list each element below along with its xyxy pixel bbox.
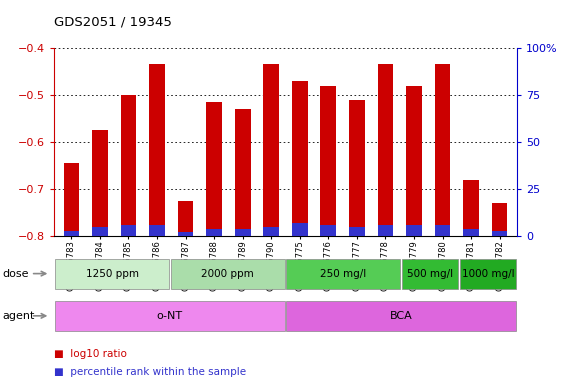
Text: ■  percentile rank within the sample: ■ percentile rank within the sample	[54, 367, 246, 377]
Bar	[235, 109, 251, 236]
Bar	[349, 100, 365, 236]
Text: o-NT: o-NT	[157, 311, 183, 321]
Bar	[178, 201, 194, 236]
Text: 2000 ppm: 2000 ppm	[202, 268, 254, 279]
Text: BCA: BCA	[390, 311, 412, 321]
Bar	[171, 258, 284, 289]
Bar	[406, 86, 422, 236]
Bar	[63, 230, 79, 236]
Bar	[492, 230, 508, 236]
Text: 500 mg/l: 500 mg/l	[407, 268, 453, 279]
Bar	[178, 232, 194, 236]
Text: agent: agent	[3, 311, 35, 321]
Bar	[320, 225, 336, 236]
Bar	[206, 228, 222, 236]
Bar	[406, 225, 422, 236]
Text: 1250 ppm: 1250 ppm	[86, 268, 139, 279]
Bar	[55, 301, 284, 331]
Bar	[377, 225, 393, 236]
Bar	[149, 65, 165, 236]
Bar	[320, 86, 336, 236]
Bar	[63, 163, 79, 236]
Bar	[292, 81, 308, 236]
Text: GDS2051 / 19345: GDS2051 / 19345	[54, 16, 172, 29]
Bar	[377, 65, 393, 236]
Text: dose: dose	[3, 268, 29, 279]
Bar	[463, 180, 479, 236]
Bar	[92, 227, 108, 236]
Bar	[463, 228, 479, 236]
Text: ■  log10 ratio: ■ log10 ratio	[54, 349, 127, 359]
Bar	[235, 228, 251, 236]
Bar	[263, 227, 279, 236]
Bar	[492, 203, 508, 236]
Text: 250 mg/l: 250 mg/l	[320, 268, 367, 279]
Bar	[349, 227, 365, 236]
Bar	[263, 65, 279, 236]
Bar	[120, 225, 136, 236]
Text: 1000 mg/l: 1000 mg/l	[461, 268, 514, 279]
Bar	[435, 225, 451, 236]
Bar	[92, 130, 108, 236]
Bar	[149, 225, 165, 236]
Bar	[55, 258, 169, 289]
Bar	[120, 95, 136, 236]
Bar	[287, 258, 400, 289]
Bar	[402, 258, 458, 289]
Bar	[435, 65, 451, 236]
Bar	[287, 301, 516, 331]
Bar	[292, 223, 308, 236]
Bar	[206, 102, 222, 236]
Bar	[460, 258, 516, 289]
